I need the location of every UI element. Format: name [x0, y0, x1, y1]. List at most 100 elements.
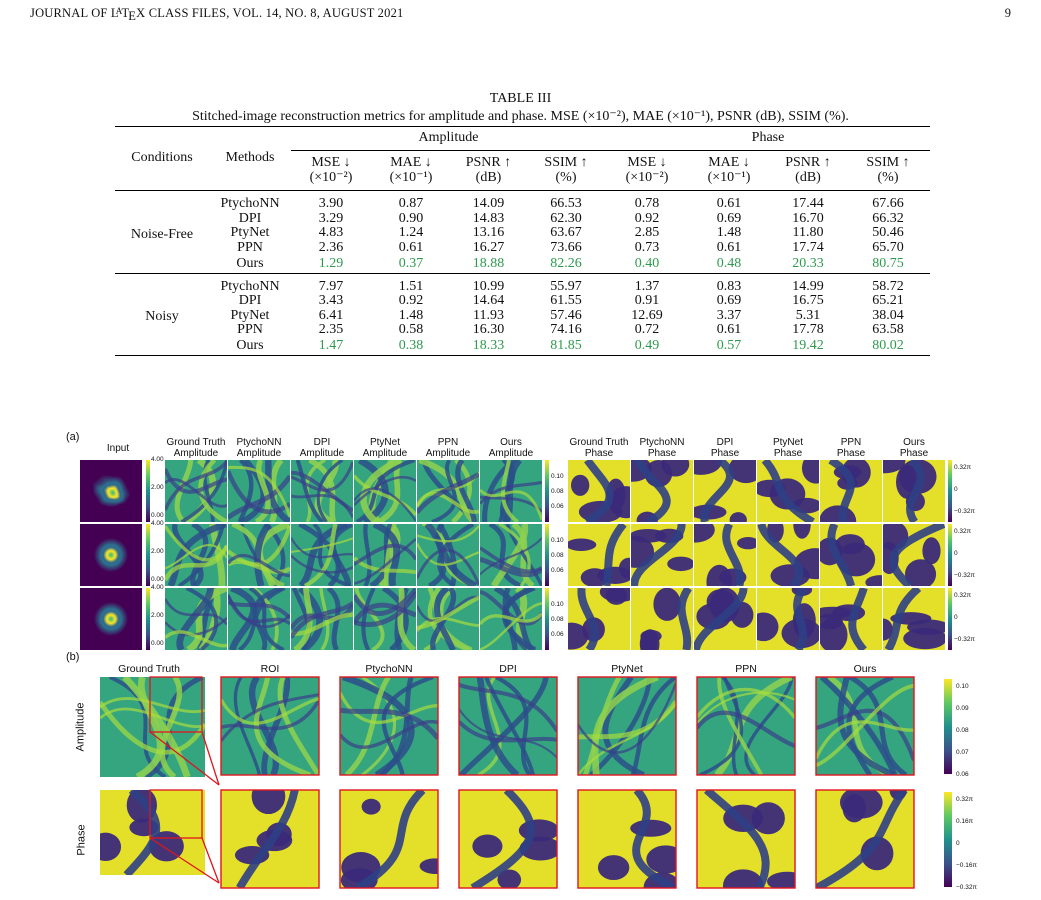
colorbar-tick: 0	[954, 550, 958, 557]
input-probe-image	[80, 588, 142, 650]
amplitude-tile	[354, 524, 416, 586]
amplitude-tile	[291, 524, 353, 586]
b-amplitude-colorbar	[944, 679, 952, 774]
column-header-line: Phase	[836, 448, 866, 459]
panel-label-b: (b)	[66, 651, 80, 663]
metric-value: 4.83	[318, 225, 344, 240]
colorbar-tick: 0.10	[551, 537, 564, 544]
metric-value: 0.61	[716, 322, 742, 337]
metrics-table: Conditions Methods Amplitude Phase MSE ↓…	[115, 126, 930, 356]
amplitude-tile	[417, 588, 479, 650]
method-name: PPN	[237, 239, 263, 255]
phase-colorbar	[948, 524, 952, 586]
metric-value: 1.29	[318, 255, 344, 271]
amplitude-colorbar	[545, 524, 549, 586]
metric-value: 1.47	[318, 338, 344, 353]
metric-value: 0.91	[634, 293, 660, 308]
method-name: PPN	[237, 322, 263, 337]
metric-value: 3.37	[716, 307, 742, 323]
running-header: JOURNAL OF LATEX CLASS FILES, VOL. 14, N…	[30, 6, 1011, 26]
table-row: Noisy PtychoNN 7.97 1.51 10.99 55.97 1.37 0.83 1…	[115, 273, 930, 324]
metric-value: 80.75	[872, 255, 904, 271]
metric-value: 6.41	[318, 307, 344, 323]
metric-value: 3.29	[318, 210, 344, 226]
page-number: 9	[1004, 6, 1011, 20]
roi-frame	[815, 676, 915, 776]
metric-unit: (×10⁻²)	[309, 169, 353, 185]
amplitude-tile	[480, 588, 542, 650]
amplitude-tile	[291, 588, 353, 650]
metric-value: 0.69	[716, 210, 742, 226]
header-methods: Methods	[225, 150, 275, 166]
phase-tile	[568, 524, 630, 586]
phase-tile	[820, 524, 882, 586]
phase-colorbar	[948, 588, 952, 650]
metric-value: 63.58	[872, 322, 904, 337]
column-header-line: Ours	[500, 437, 522, 448]
column-header-line: DPI	[716, 437, 734, 448]
column-header-line: PtychoNN	[236, 437, 282, 448]
column-header-line: Ground Truth	[569, 437, 629, 448]
metric-value: 50.46	[872, 225, 904, 240]
metric-value: 65.70	[872, 239, 904, 255]
roi-amplitude-tile	[816, 677, 914, 775]
colorbar-tick: 0.32π	[956, 796, 974, 803]
colorbar-tick: 0.16π	[956, 818, 974, 825]
column-header-line: Phase	[899, 448, 929, 459]
column-header-line: Amplitude	[173, 448, 219, 459]
table-row: Noise-Free PtychoNN 3.90 0.87 14.09 66.53 0.78…	[115, 190, 930, 241]
phase-tile	[757, 460, 819, 522]
metric-value: 0.38	[398, 338, 424, 353]
metric-value: 0.48	[716, 255, 742, 271]
column-header-line: Amplitude	[236, 448, 282, 459]
column-header-line: Ground Truth	[166, 437, 226, 448]
amplitude-tile	[480, 460, 542, 522]
colorbar-tick: 0.08	[956, 727, 969, 734]
metric-value: 0.92	[634, 210, 660, 226]
column-header-line: Phase	[710, 448, 740, 459]
colorbar-tick: 0.10	[956, 683, 969, 690]
metric-name: MAE ↓	[390, 155, 432, 170]
amplitude-colorbar	[545, 588, 549, 650]
metric-value: 0.87	[398, 196, 424, 211]
colorbar-tick: 0.00	[151, 576, 164, 583]
column-header-amplitude: PPN Amplitude	[416, 437, 480, 459]
metric-value: 14.64	[472, 293, 505, 308]
metric-value: 0.61	[716, 196, 742, 211]
column-header-phase: PPN Phase	[819, 437, 883, 459]
metric-unit: (×10⁻¹)	[707, 169, 751, 185]
method-name: PtychoNN	[220, 196, 280, 211]
column-header-line: Ours	[903, 437, 925, 448]
metric-value: 67.66	[872, 196, 904, 211]
metric-value: 18.88	[472, 255, 505, 271]
metric-value: 3.90	[318, 196, 344, 211]
metric-value: 20.33	[792, 255, 824, 271]
colorbar-tick: 0.10	[551, 473, 564, 480]
header-conditions: Conditions	[131, 150, 193, 166]
roi-phase-tile	[578, 790, 676, 888]
phase-tile	[883, 588, 945, 650]
metric-value: 17.78	[792, 322, 824, 337]
column-header-line: PtyNet	[772, 437, 803, 448]
metric-value: 0.92	[398, 293, 424, 308]
input-header: Input	[106, 443, 130, 454]
phase-tile	[883, 460, 945, 522]
colorbar-tick: 4.00	[151, 584, 164, 591]
metric-value: 38.04	[872, 307, 904, 323]
amplitude-tile	[480, 524, 542, 586]
roi-box	[149, 676, 203, 733]
colorbar-tick: −0.32π	[954, 572, 975, 579]
metric-value: 5.31	[795, 307, 821, 323]
row-label-amplitude: Amplitude	[74, 702, 87, 752]
table-row: PtyNet 4.83 1.24 13.16 63.67 2.85 1.48 11.80 50.…	[115, 225, 930, 241]
method-name: PtyNet	[230, 307, 270, 323]
phase-tile	[694, 524, 756, 586]
metric-value: 16.30	[472, 322, 505, 337]
roi-connector	[201, 837, 220, 884]
row-label-phase: Phase	[75, 824, 88, 856]
metric-value: 66.53	[550, 196, 582, 211]
metric-value: 1.48	[398, 307, 424, 323]
column-header-line: Phase	[647, 448, 677, 459]
metric-value: 14.99	[792, 278, 824, 294]
metric-value: 10.99	[472, 278, 505, 294]
